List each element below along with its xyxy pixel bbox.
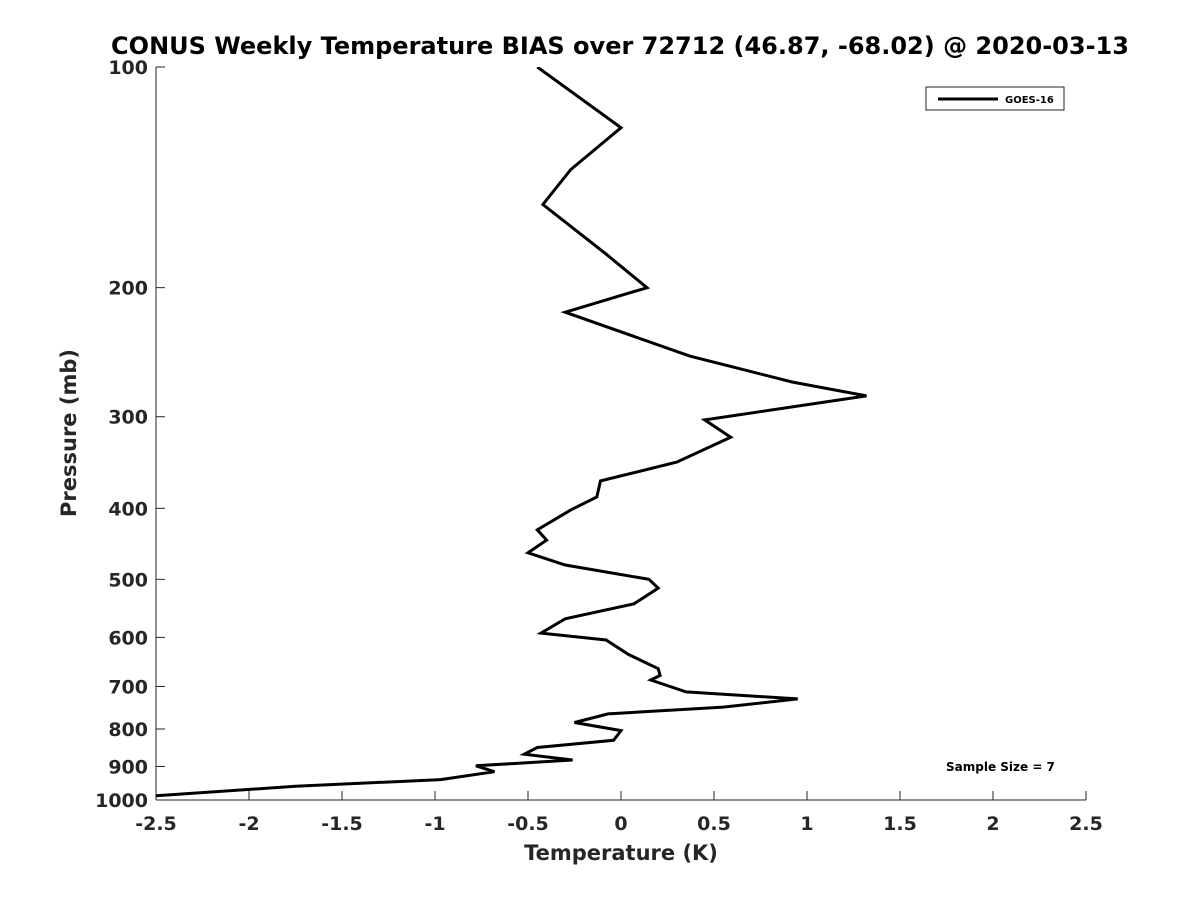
x-tick-label: -2 — [238, 813, 259, 835]
x-tick-label: -2.5 — [135, 813, 177, 835]
y-tick-label: 500 — [108, 569, 148, 591]
x-tick-label: -0.5 — [507, 813, 549, 835]
series-line-goes-16 — [156, 67, 867, 798]
legend: GOES-16 — [925, 86, 1065, 111]
y-tick-label: 1000 — [95, 790, 148, 812]
x-tick-label: -1 — [424, 813, 445, 835]
x-tick-label: 1 — [800, 813, 813, 835]
y-tick-label: 100 — [108, 57, 148, 79]
x-axis-label: Temperature (K) — [524, 841, 718, 865]
x-tick-label: 1.5 — [883, 813, 917, 835]
x-ticks: -2.5 -2 -1.5 -1 -0.5 0 0.5 1 1.5 2 2.5 — [135, 791, 1103, 835]
x-tick-label: 0 — [614, 813, 627, 835]
y-axis-label: Pressure (mb) — [57, 349, 81, 517]
plot-frame — [155, 67, 1086, 801]
y-ticks: 100 200 300 400 500 600 700 800 900 1000 — [95, 57, 165, 812]
x-tick-label: 2.5 — [1069, 813, 1103, 835]
sample-size-annotation: Sample Size = 7 — [946, 760, 1055, 774]
y-tick-label: 600 — [108, 627, 148, 649]
x-tick-label: -1.5 — [321, 813, 363, 835]
y-tick-label: 800 — [108, 719, 148, 741]
legend-entry-goes-16: GOES-16 — [1005, 95, 1054, 106]
x-tick-label: 0.5 — [697, 813, 731, 835]
y-tick-label: 400 — [108, 498, 148, 520]
y-tick-label: 200 — [108, 278, 148, 300]
x-tick-label: 2 — [986, 813, 999, 835]
y-tick-label: 900 — [108, 756, 148, 778]
y-tick-label: 300 — [108, 407, 148, 429]
y-tick-label: 700 — [108, 676, 148, 698]
chart-title: CONUS Weekly Temperature BIAS over 72712… — [111, 32, 1129, 60]
